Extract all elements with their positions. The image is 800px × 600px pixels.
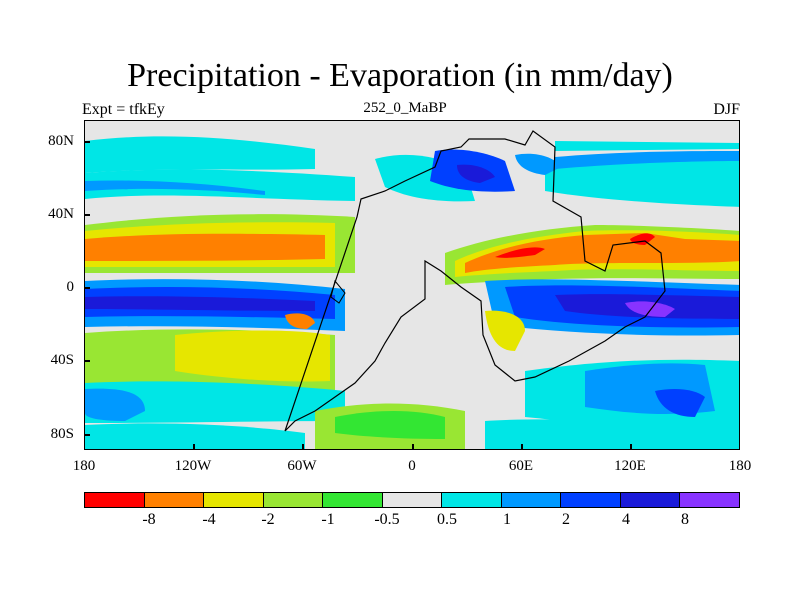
colorbar	[84, 492, 740, 508]
season-label: DJF	[713, 101, 740, 118]
colorbar-label: -4	[202, 511, 216, 528]
colorbar-label: 1	[503, 511, 511, 528]
colorbar-label: 8	[681, 511, 689, 528]
x-tick-mark	[302, 444, 304, 450]
colorbar-label: -1	[321, 511, 335, 528]
colorbar-swatch	[323, 493, 383, 507]
y-tick-mark	[84, 360, 90, 362]
time-label: 252_0_MaBP	[363, 100, 447, 116]
y-tick-mark	[84, 434, 90, 436]
x-tick-label: 120E	[614, 458, 646, 474]
colorbar-swatch	[620, 493, 681, 507]
y-tick-mark	[84, 214, 90, 216]
x-tick-label: 0	[408, 458, 416, 474]
precipitation-field	[85, 121, 739, 449]
colorbar-swatch	[204, 493, 264, 507]
colorbar-swatch	[561, 493, 621, 507]
colorbar-swatch	[680, 493, 740, 507]
x-tick-mark	[521, 444, 523, 450]
colorbar-label: -0.5	[374, 511, 400, 528]
x-tick-label: 180	[728, 458, 752, 474]
y-tick-label: 80S	[50, 426, 74, 442]
colorbar-swatch	[382, 493, 443, 507]
colorbar-label: -2	[261, 511, 275, 528]
colorbar-label: 4	[622, 511, 630, 528]
y-tick-label: 40N	[48, 206, 74, 222]
colorbar-swatch	[501, 493, 562, 507]
x-tick-label: 180	[72, 458, 96, 474]
x-tick-label: 60W	[287, 458, 317, 474]
experiment-label: Expt = tfkEy	[82, 101, 165, 118]
map-plot-area	[84, 120, 740, 450]
map-title: Precipitation - Evaporation (in mm/day)	[127, 57, 673, 94]
x-tick-mark	[193, 444, 195, 450]
colorbar-swatch	[263, 493, 324, 507]
x-tick-label: 60E	[508, 458, 534, 474]
y-tick-mark	[84, 141, 90, 143]
x-tick-mark	[630, 444, 632, 450]
colorbar-swatch	[144, 493, 205, 507]
x-tick-label: 120W	[174, 458, 212, 474]
y-tick-label: 40S	[50, 352, 74, 368]
colorbar-label: -8	[142, 511, 156, 528]
colorbar-swatch	[85, 493, 145, 507]
y-tick-label: 80N	[48, 133, 74, 149]
y-tick-label: 0	[66, 279, 75, 295]
colorbar-swatch	[442, 493, 502, 507]
y-tick-mark	[84, 287, 90, 289]
colorbar-label: 2	[562, 511, 570, 528]
colorbar-label: 0.5	[437, 511, 457, 528]
x-tick-mark	[412, 444, 414, 450]
